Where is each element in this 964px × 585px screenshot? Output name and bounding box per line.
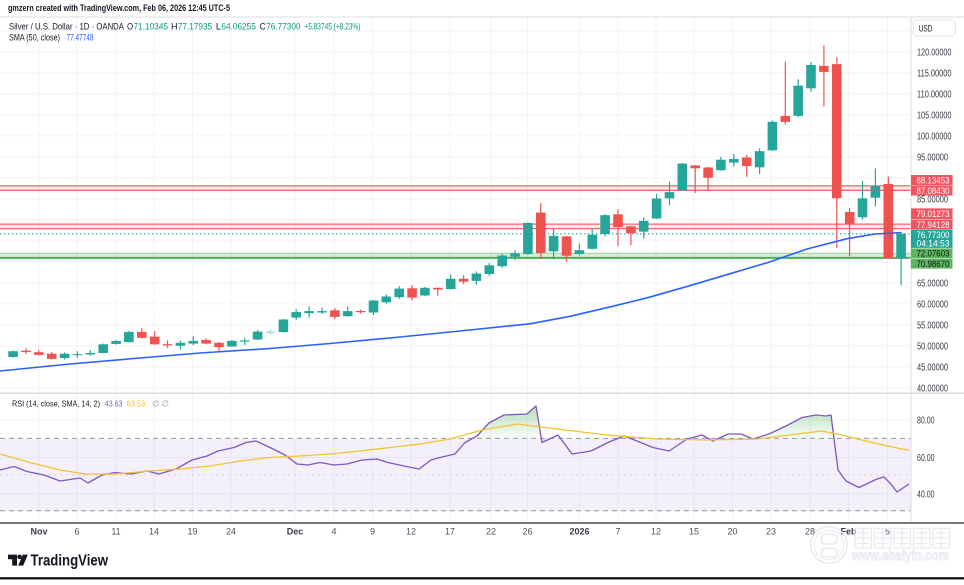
svg-text:45.00000: 45.00000 [917, 362, 948, 373]
svg-text:87.08430: 87.08430 [917, 186, 950, 196]
svg-text:70.98670: 70.98670 [917, 259, 950, 269]
svg-text:RSI (14, close, SMA, 14, 2): RSI (14, close, SMA, 14, 2) [12, 399, 100, 409]
svg-text:95.00000: 95.00000 [917, 152, 948, 163]
svg-text:6: 6 [74, 527, 79, 537]
svg-text:22: 22 [486, 527, 496, 537]
svg-text:Nov: Nov [30, 527, 47, 537]
svg-text:+5.83745 (+8.23%): +5.83745 (+8.23%) [304, 21, 360, 31]
svg-text:50.00000: 50.00000 [917, 341, 948, 352]
svg-text:9: 9 [370, 527, 375, 537]
svg-text:71.10345: 71.10345 [134, 21, 168, 31]
svg-text:gmzern created with TradingVie: gmzern created with TradingView.com, Feb… [8, 3, 230, 13]
svg-text:100.00000: 100.00000 [917, 131, 952, 142]
svg-text:28: 28 [805, 527, 815, 537]
svg-text:11: 11 [111, 527, 120, 537]
svg-text:12: 12 [651, 527, 661, 537]
svg-text:19: 19 [187, 527, 197, 537]
svg-text:43.63: 43.63 [105, 399, 123, 409]
svg-text:5: 5 [885, 527, 890, 537]
svg-text:2026: 2026 [569, 527, 589, 537]
svg-text:20: 20 [727, 527, 737, 537]
svg-text:76.77300: 76.77300 [917, 230, 950, 240]
svg-text:TradingView: TradingView [31, 553, 109, 570]
svg-text:88.13453: 88.13453 [917, 175, 950, 185]
svg-text:115.00000: 115.00000 [917, 68, 952, 79]
svg-text:Feb: Feb [840, 527, 857, 537]
svg-text:110.00000: 110.00000 [917, 89, 952, 100]
svg-text:105.00000: 105.00000 [917, 110, 952, 121]
svg-text:76.77300: 76.77300 [266, 21, 301, 31]
svg-text:12: 12 [406, 527, 416, 537]
svg-text:26: 26 [522, 527, 532, 537]
svg-text:SMA (50, close): SMA (50, close) [9, 32, 60, 42]
svg-text:79.01273: 79.01273 [917, 209, 950, 219]
svg-text:40.00: 40.00 [917, 489, 935, 500]
svg-text:15: 15 [689, 527, 699, 537]
svg-text:77.94128: 77.94128 [917, 220, 950, 230]
svg-text:23: 23 [766, 527, 776, 537]
svg-text:04:14:53: 04:14:53 [917, 239, 950, 249]
svg-text:H: H [171, 21, 178, 31]
svg-text:∅: ∅ [162, 399, 170, 409]
svg-text:Dec: Dec [287, 527, 304, 537]
svg-text:77.47748: 77.47748 [67, 32, 94, 42]
svg-text:O: O [127, 21, 133, 31]
svg-text:55.00000: 55.00000 [917, 320, 948, 331]
svg-text:USD: USD [919, 24, 933, 35]
svg-text:∅: ∅ [152, 399, 160, 409]
svg-text:17: 17 [445, 527, 455, 537]
svg-text:C: C [260, 21, 267, 31]
svg-text:4: 4 [331, 527, 336, 537]
svg-text:www.ebaiyin.com: www.ebaiyin.com [851, 547, 949, 563]
svg-text:60.00: 60.00 [917, 453, 935, 464]
svg-text:65.00000: 65.00000 [917, 278, 948, 289]
svg-text:77.17935: 77.17935 [178, 21, 212, 31]
svg-text:63.53: 63.53 [127, 399, 146, 409]
svg-text:40.00000: 40.00000 [917, 383, 948, 394]
svg-text:14: 14 [149, 527, 159, 537]
svg-text:72.07603: 72.07603 [917, 249, 950, 259]
svg-text:85.00000: 85.00000 [917, 194, 948, 205]
svg-text:L: L [216, 21, 221, 31]
svg-text:120.00000: 120.00000 [917, 47, 952, 58]
svg-text:60.00000: 60.00000 [917, 299, 948, 310]
svg-text:80.00: 80.00 [917, 416, 935, 427]
svg-text:64.06255: 64.06255 [221, 21, 255, 31]
svg-text:7: 7 [615, 527, 620, 537]
svg-text:24: 24 [226, 527, 236, 537]
svg-text:Silver / U.S. Dollar · 1D · OA: Silver / U.S. Dollar · 1D · OANDA [9, 21, 124, 31]
